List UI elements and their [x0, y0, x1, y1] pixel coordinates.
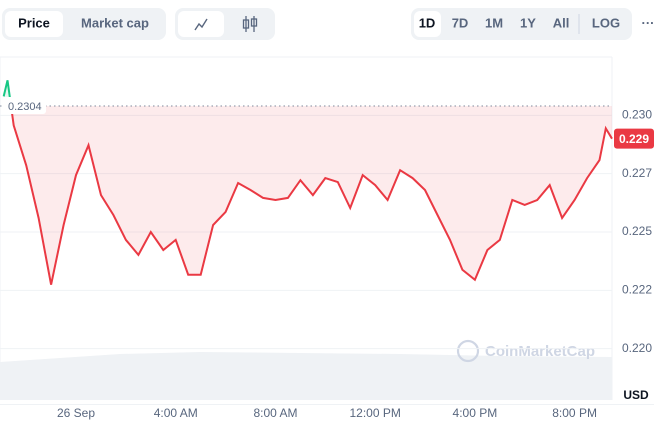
x-tick-label: 12:00 PM	[349, 406, 400, 420]
watermark-text: CoinMarketCap	[485, 343, 595, 360]
current-price-badge	[614, 128, 654, 149]
range-selected[interactable]	[414, 11, 441, 37]
watermark: CoinMarketCap	[456, 339, 595, 363]
tab-selected[interactable]	[5, 11, 63, 37]
range-button[interactable]: 1M	[485, 15, 503, 30]
price-line	[10, 106, 613, 285]
line-icon	[194, 18, 208, 31]
y-tick-label: 0.225	[622, 224, 652, 238]
x-tick-label: 4:00 AM	[154, 406, 198, 420]
y-tick-label: 0.222	[622, 283, 652, 297]
currency-label: USD	[623, 388, 649, 402]
range-group	[411, 8, 632, 40]
tab[interactable]: Price	[18, 15, 50, 30]
range-button[interactable]: 1D	[419, 15, 436, 30]
range-button[interactable]: All	[553, 15, 570, 30]
y-tick-label: 0.230	[622, 108, 652, 122]
more-button[interactable]: ···	[642, 15, 654, 30]
axis-separator	[0, 404, 654, 405]
range-button[interactable]: 7D	[452, 15, 469, 30]
y-tick-label: 0.220	[622, 341, 652, 355]
range-button[interactable]: 1Y	[520, 15, 536, 30]
candle-icon[interactable]	[242, 16, 258, 32]
x-tick-label: 8:00 AM	[253, 406, 297, 420]
area-fill	[3, 106, 612, 285]
baseline-label: 0.2304	[8, 101, 42, 113]
line-style-button[interactable]	[178, 11, 224, 37]
x-tick-label: 8:00 PM	[552, 406, 597, 420]
x-tick-label: 4:00 PM	[453, 406, 498, 420]
baseline-label-bg	[2, 97, 46, 114]
tab[interactable]: Market cap	[81, 15, 149, 30]
y-tick-label: 0.227	[622, 166, 652, 180]
current-price-label: 0.229	[619, 132, 649, 146]
x-tick-label: 26 Sep	[57, 406, 95, 420]
volume-area	[0, 352, 612, 400]
log-button[interactable]: LOG	[592, 15, 620, 30]
